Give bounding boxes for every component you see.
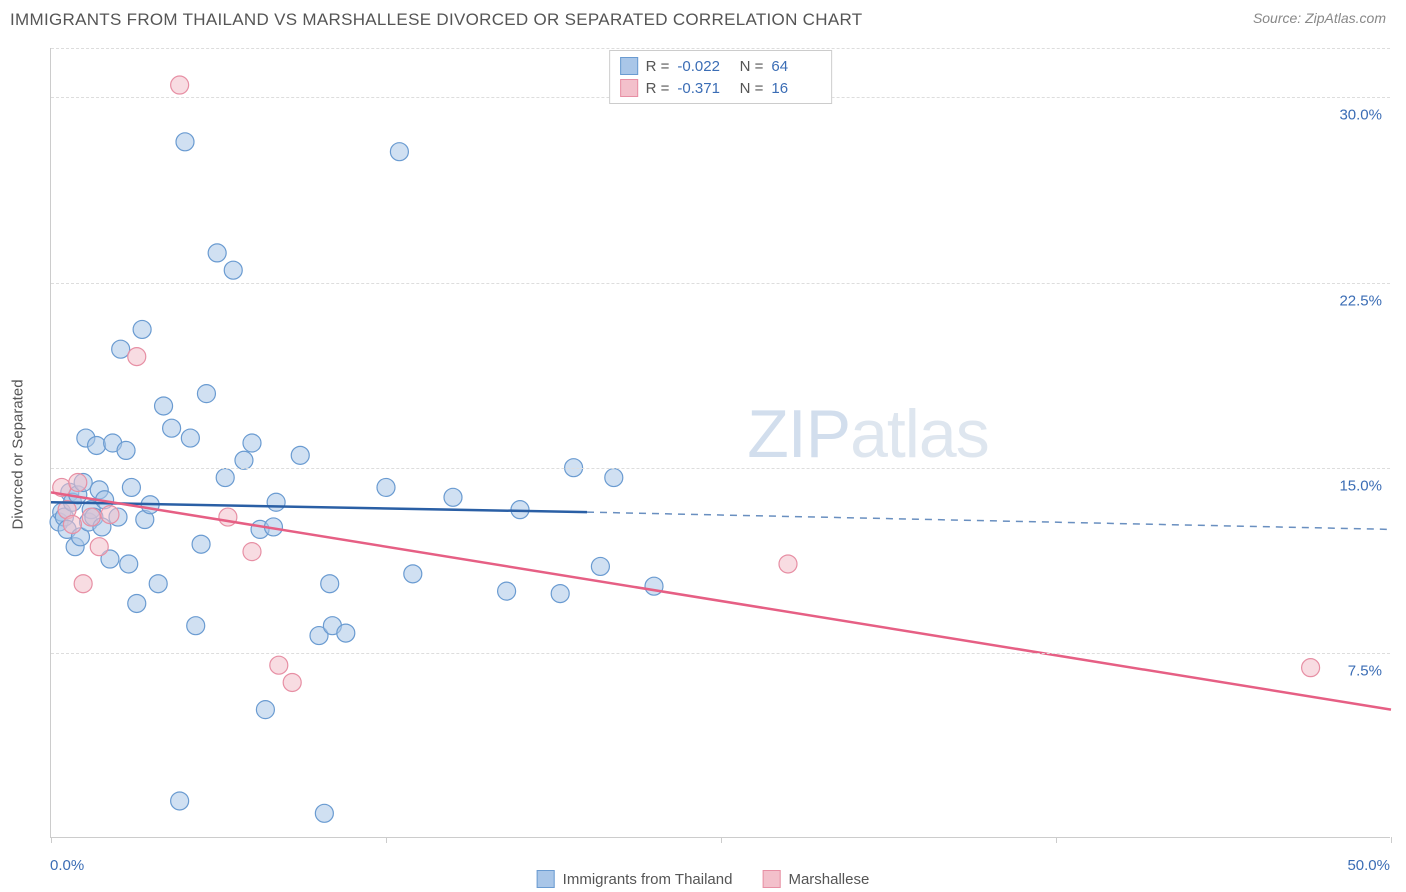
data-point-thailand	[163, 419, 181, 437]
data-point-thailand	[235, 451, 253, 469]
data-point-marshallese	[171, 76, 189, 94]
data-point-thailand	[208, 244, 226, 262]
legend-row-marshallese: R =-0.371 N =16	[620, 77, 822, 99]
data-point-thailand	[605, 469, 623, 487]
legend-row-thailand: R =-0.022 N =64	[620, 55, 822, 77]
data-point-thailand	[267, 493, 285, 511]
data-point-thailand	[390, 143, 408, 161]
gridline	[51, 468, 1390, 469]
series-legend: Immigrants from Thailand Marshallese	[537, 870, 870, 888]
data-point-thailand	[224, 261, 242, 279]
data-point-thailand	[120, 555, 138, 573]
x-tick	[1391, 837, 1392, 843]
data-point-thailand	[122, 478, 140, 496]
data-point-thailand	[197, 385, 215, 403]
data-point-thailand	[337, 624, 355, 642]
data-point-thailand	[133, 320, 151, 338]
data-point-thailand	[498, 582, 516, 600]
data-point-thailand	[171, 792, 189, 810]
data-point-thailand	[187, 617, 205, 635]
data-point-marshallese	[74, 575, 92, 593]
data-point-thailand	[321, 575, 339, 593]
data-point-marshallese	[69, 474, 87, 492]
chart-title: IMMIGRANTS FROM THAILAND VS MARSHALLESE …	[10, 10, 862, 30]
data-point-thailand	[155, 397, 173, 415]
data-point-marshallese	[1302, 659, 1320, 677]
data-point-thailand	[128, 594, 146, 612]
data-point-marshallese	[90, 538, 108, 556]
data-point-thailand	[444, 488, 462, 506]
data-point-thailand	[404, 565, 422, 583]
data-point-thailand	[551, 585, 569, 603]
data-point-thailand	[315, 804, 333, 822]
trendline-dash-thailand	[587, 512, 1391, 529]
x-axis-min-label: 0.0%	[50, 857, 84, 874]
scatter-plot-svg	[51, 48, 1390, 837]
x-tick	[51, 837, 52, 843]
x-axis-max-label: 50.0%	[1347, 857, 1390, 874]
gridline	[51, 653, 1390, 654]
data-point-thailand	[176, 133, 194, 151]
legend-item: Immigrants from Thailand	[537, 870, 733, 888]
chart-plot-area: ZIPatlas R =-0.022 N =64R =-0.371 N =16 …	[50, 48, 1390, 838]
data-point-thailand	[88, 436, 106, 454]
data-point-thailand	[243, 434, 261, 452]
y-tick-label: 15.0%	[1339, 477, 1382, 494]
data-point-thailand	[216, 469, 234, 487]
correlation-legend: R =-0.022 N =64R =-0.371 N =16	[609, 50, 833, 104]
data-point-thailand	[181, 429, 199, 447]
data-point-marshallese	[101, 506, 119, 524]
trendline-thailand	[51, 502, 587, 512]
data-point-thailand	[149, 575, 167, 593]
data-point-marshallese	[283, 673, 301, 691]
data-point-thailand	[645, 577, 663, 595]
data-point-thailand	[377, 478, 395, 496]
data-point-thailand	[291, 446, 309, 464]
legend-item: Marshallese	[762, 870, 869, 888]
y-tick-label: 30.0%	[1339, 107, 1382, 124]
data-point-marshallese	[82, 508, 100, 526]
data-point-marshallese	[63, 515, 81, 533]
data-point-marshallese	[243, 543, 261, 561]
y-axis-label: Divorced or Separated	[10, 379, 27, 529]
data-point-marshallese	[128, 348, 146, 366]
data-point-thailand	[256, 701, 274, 719]
y-tick-label: 22.5%	[1339, 292, 1382, 309]
gridline	[51, 283, 1390, 284]
x-tick	[721, 837, 722, 843]
data-point-thailand	[112, 340, 130, 358]
data-point-marshallese	[779, 555, 797, 573]
y-tick-label: 7.5%	[1348, 662, 1382, 679]
data-point-thailand	[591, 557, 609, 575]
data-point-marshallese	[219, 508, 237, 526]
x-tick	[1056, 837, 1057, 843]
data-point-thailand	[117, 441, 135, 459]
source-credit: Source: ZipAtlas.com	[1253, 10, 1386, 26]
data-point-thailand	[192, 535, 210, 553]
x-tick	[386, 837, 387, 843]
data-point-marshallese	[270, 656, 288, 674]
